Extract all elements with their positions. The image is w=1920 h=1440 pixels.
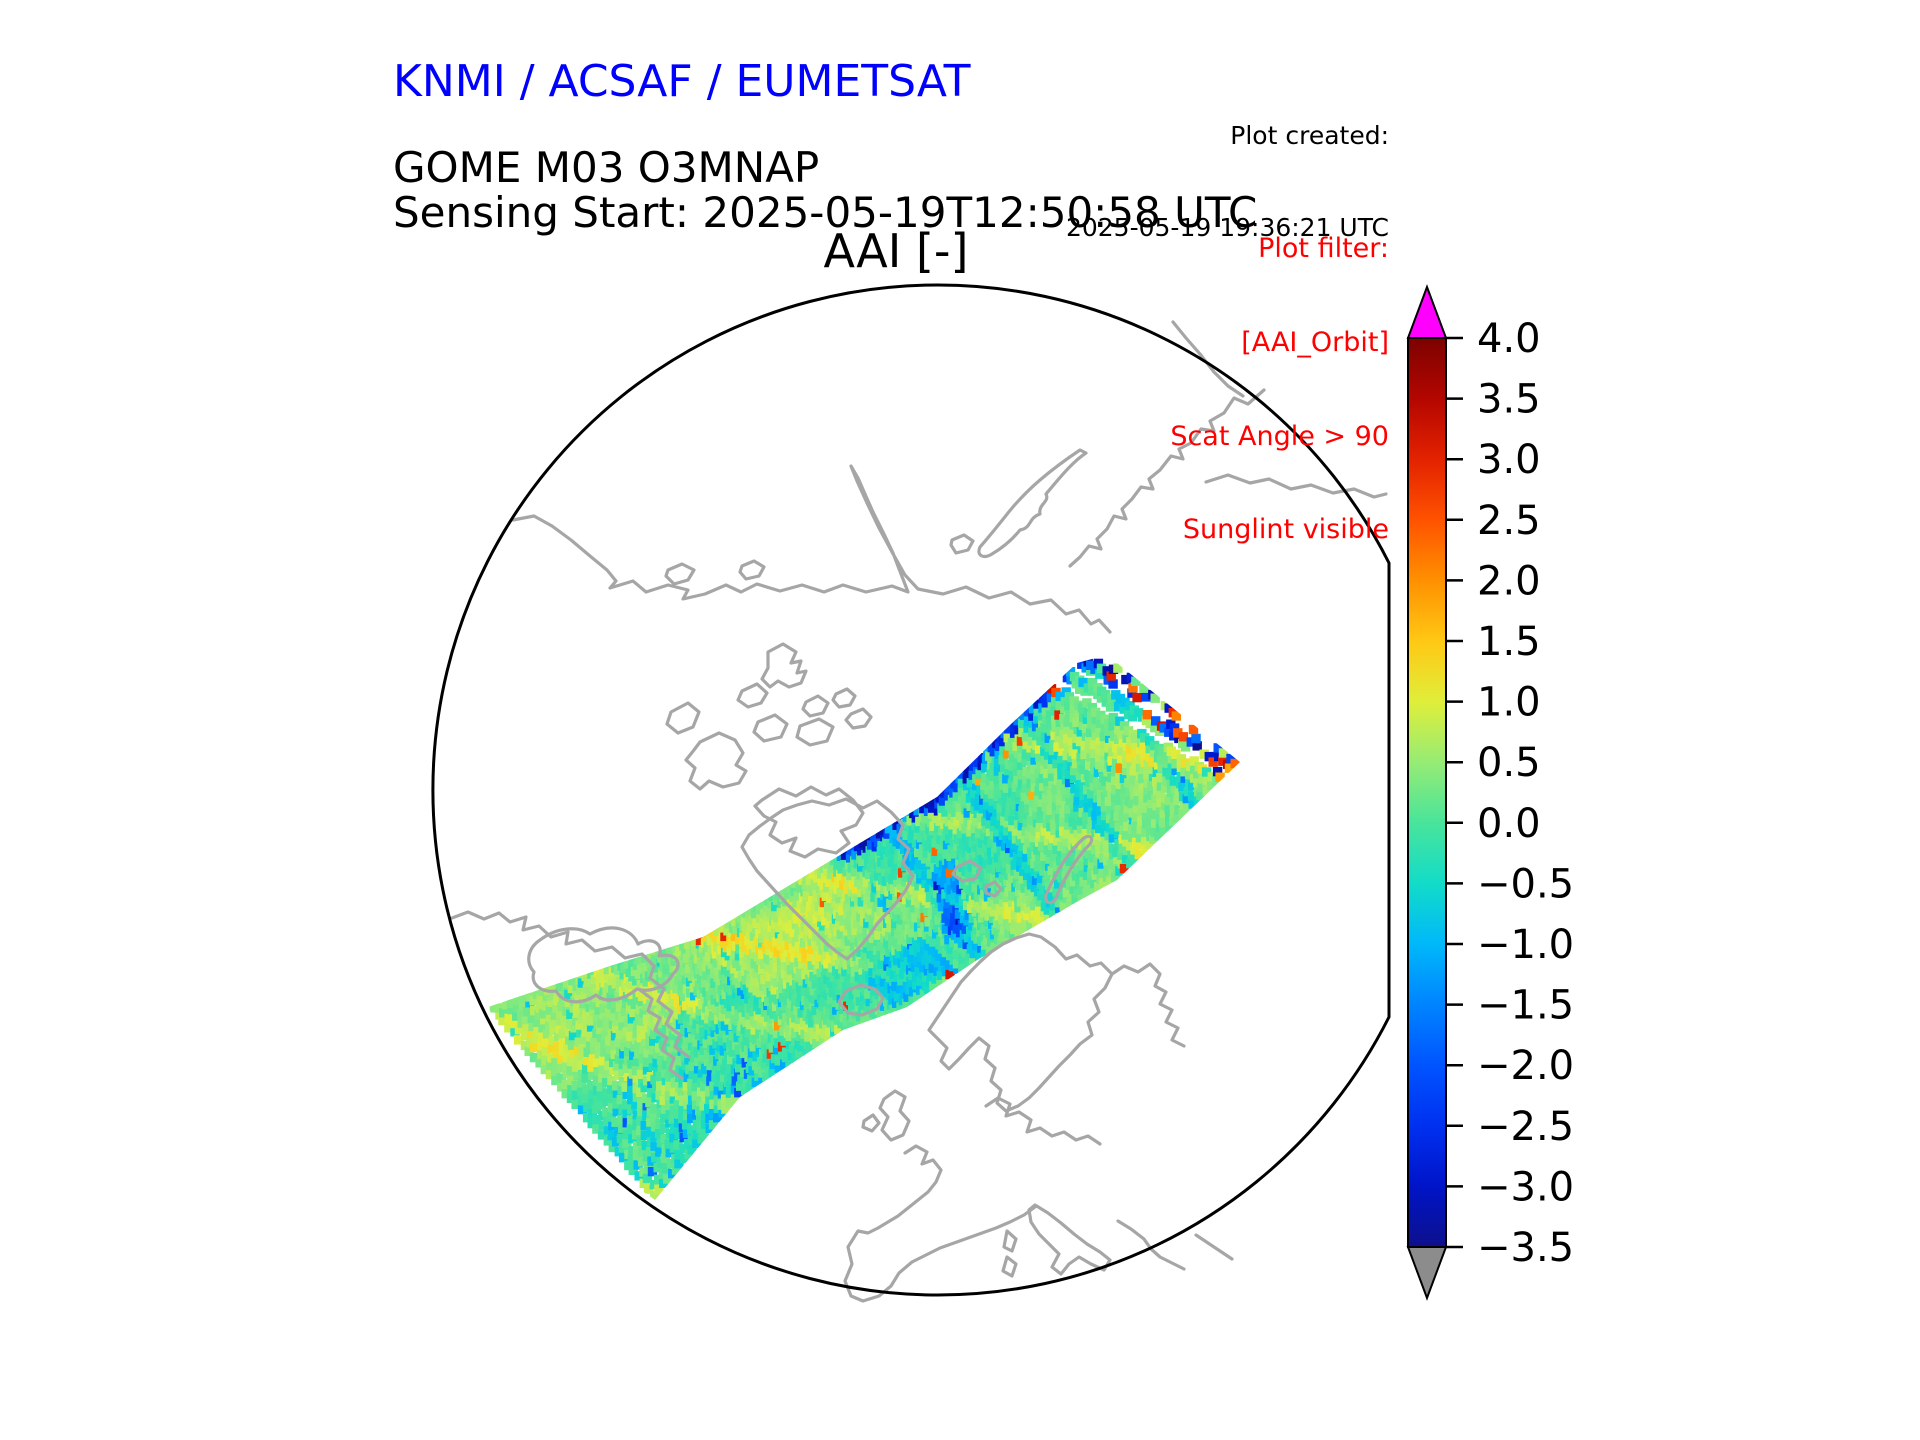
- plot-created-block: Plot created: 2025-05-19 19:36:21 UTC: [1066, 60, 1389, 304]
- svg-text:1.0: 1.0: [1477, 680, 1541, 726]
- plot-filter-line: Scat Angle > 90: [1170, 420, 1389, 452]
- coast-greenland: [740, 797, 915, 961]
- sensing-start-line: Sensing Start: 2025-05-19T12:50:58 UTC: [393, 188, 1258, 237]
- agency-title: KNMI / ACSAF / EUMETSAT: [393, 56, 971, 107]
- map-outline: [431, 283, 1391, 1297]
- coast-archipelago: [665, 642, 873, 791]
- coast-svalbard: [951, 859, 1003, 898]
- coast-italy: [1027, 1203, 1112, 1276]
- svg-text:−3.0: −3.0: [1477, 1164, 1574, 1210]
- svg-text:2.0: 2.0: [1477, 558, 1541, 604]
- plot-filter-heading: Plot filter:: [1258, 232, 1389, 264]
- coast-novaya-zemlya: [1044, 834, 1094, 905]
- svg-text:−3.5: −3.5: [1477, 1225, 1574, 1271]
- coast-hudson-bay: [527, 926, 680, 1004]
- svg-text:1.5: 1.5: [1477, 619, 1541, 665]
- svg-text:0.0: 0.0: [1477, 801, 1541, 847]
- coast-iceland: [837, 983, 885, 1017]
- coast-arctic-russia: [511, 464, 1112, 634]
- coast-canada-mainland: [450, 910, 691, 1059]
- coastlines: [450, 320, 1388, 1303]
- coast-kola: [1110, 962, 1186, 1048]
- coast-baltic-south: [984, 1096, 1102, 1146]
- coast-corsica-sardinia: [1001, 1229, 1018, 1278]
- coast-labrador: [638, 988, 684, 1080]
- plot-filter-line: Sunglint visible: [1182, 514, 1389, 546]
- coast-east-siberia: [1204, 473, 1388, 499]
- coast-leaf-island: [977, 448, 1088, 558]
- colorbar-under-arrow: [1406, 1246, 1448, 1301]
- svg-text:−0.5: −0.5: [1477, 861, 1574, 907]
- svg-text:−1.0: −1.0: [1477, 922, 1574, 968]
- chart-title: AAI [-]: [823, 224, 969, 278]
- colorbar-over-arrow: [1406, 284, 1448, 339]
- svg-text:3.5: 3.5: [1477, 377, 1541, 423]
- coast-balkans: [1116, 1219, 1234, 1271]
- svg-text:2.5: 2.5: [1477, 498, 1541, 544]
- plot-created-label: Plot created:: [1230, 121, 1389, 150]
- coast-arctic-islands: [664, 533, 975, 586]
- svg-text:−2.5: −2.5: [1477, 1104, 1574, 1150]
- colorbar-ticks: [1446, 336, 1463, 1249]
- plot-created-value: 2025-05-19 19:36:21 UTC: [1065, 212, 1389, 242]
- svg-text:−2.0: −2.0: [1477, 1043, 1574, 1089]
- svg-text:4.0: 4.0: [1477, 316, 1541, 362]
- coast-uk-ireland: [861, 1089, 911, 1142]
- coast-france-iberia: [843, 1144, 1037, 1303]
- coast-okhotsk: [1068, 388, 1266, 568]
- coast-scandinavia: [927, 932, 1114, 1113]
- coast-baffin: [753, 785, 865, 859]
- colorbar: 4.0 3.5 3.0 2.5 2.0 1.5 1.0 0.5 0.0 −0.5 −1.0 −1.5 −…: [1406, 284, 1574, 1301]
- colorbar-gradient: [1407, 337, 1447, 1248]
- svg-text:3.0: 3.0: [1477, 437, 1541, 483]
- aai-swath: [489, 657, 1240, 1200]
- plot-filter-line: [AAI_Orbit]: [1241, 326, 1389, 358]
- product-title: GOME M03 O3MNAP: [393, 143, 820, 192]
- svg-text:0.5: 0.5: [1477, 740, 1541, 786]
- colorbar-tick-labels: 4.0 3.5 3.0 2.5 2.0 1.5 1.0 0.5 0.0 −0.5 −1.0 −1.5 −…: [1477, 316, 1574, 1271]
- plot-filter-block: Plot filter: [AAI_Orbit] Scat Angle > 90…: [1170, 170, 1389, 608]
- svg-text:−1.5: −1.5: [1477, 983, 1574, 1029]
